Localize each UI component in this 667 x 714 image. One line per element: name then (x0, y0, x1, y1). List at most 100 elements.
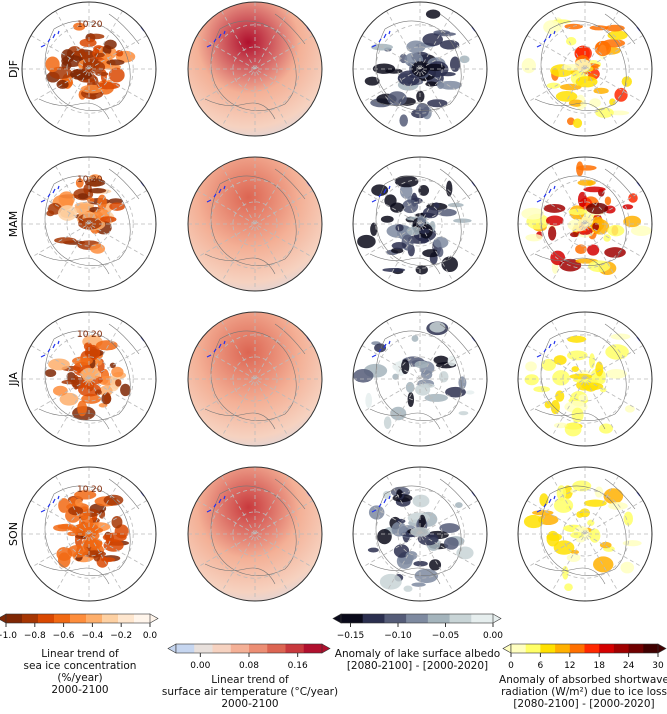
data-patch (553, 498, 574, 513)
map-panel-shortwave-DJF (517, 1, 653, 137)
data-patch (599, 423, 613, 434)
longitude-gridline (526, 35, 644, 103)
label-line: 2000-2100 (221, 698, 279, 710)
data-patch (403, 585, 413, 592)
data-patch (58, 498, 70, 513)
map-boundary (352, 311, 488, 447)
data-patch (465, 390, 475, 395)
lake-marker (206, 495, 226, 513)
data-patch (364, 76, 380, 86)
data-patch (405, 550, 418, 561)
colorbar-segment (362, 614, 385, 623)
data-patch (546, 82, 561, 89)
coastline (375, 330, 462, 421)
longitude-gridline (526, 345, 644, 413)
lake-marker (371, 30, 391, 48)
data-patch (544, 400, 552, 409)
data-patch (449, 56, 461, 72)
data-patch (575, 244, 587, 255)
map-boundary (187, 1, 323, 137)
coastline (38, 13, 140, 120)
coastline (540, 175, 627, 266)
data-patch (391, 521, 407, 537)
data-patch (604, 247, 626, 258)
data-patch (61, 379, 77, 385)
colorbar-segment (134, 614, 151, 623)
colorbars: −1.0 −0.8 −0.6 −0.4 −0.2 0.0 0.00 0.08 0.16 −0.15… (0, 613, 667, 671)
colorbar-segment (584, 644, 600, 653)
data-patch (577, 179, 596, 186)
data-patch (111, 366, 124, 378)
data-patch (96, 82, 121, 90)
map-panel-sea-ice-DJF: 10 20 (21, 1, 157, 137)
colorbar-segment (230, 644, 250, 653)
latitude-gridline (44, 334, 134, 424)
latitude-gridline (210, 489, 300, 579)
lake-marker (536, 340, 556, 358)
map-panel-albedo-SON (352, 466, 488, 602)
data-patch (407, 392, 415, 408)
data-patch (621, 76, 632, 87)
colorbar-tick-label: 6 (538, 661, 544, 671)
contour-label: 20 (91, 175, 103, 185)
label-line: Anomaly of absorbed shortwave (499, 674, 667, 686)
map-boundary (21, 156, 157, 292)
longitude-gridline (526, 190, 644, 258)
data-patch (458, 411, 469, 416)
longitude-gridline (361, 190, 479, 258)
colorbar-segment (6, 614, 23, 623)
colorbar-segment (194, 644, 213, 653)
latitude-gridline (397, 201, 443, 247)
lake-marker (206, 185, 226, 203)
data-patch (58, 191, 75, 207)
data-patch (438, 80, 462, 90)
map-boundary (352, 1, 488, 137)
data-patch (604, 196, 612, 206)
data-patch (59, 392, 79, 406)
data-patch (583, 499, 607, 507)
latitude-gridline (397, 356, 443, 402)
map-panel-sea-ice-JJA: 10 20 (21, 311, 157, 447)
season-label-SON: SON (7, 522, 20, 546)
data-patch (555, 390, 565, 402)
data-patch (102, 532, 127, 542)
colorbar-segment (303, 644, 323, 653)
data-patch (68, 506, 84, 516)
data-patch (456, 546, 474, 560)
colorbar-extend-high (657, 643, 667, 654)
colorbar-segment (540, 644, 556, 653)
longitude-gridline (30, 500, 148, 568)
data-patch (607, 224, 625, 237)
data-patch (374, 343, 387, 353)
data-patch (564, 422, 582, 437)
colorbar-segment (628, 644, 644, 653)
data-patch (594, 40, 612, 57)
contour-label: 10 (77, 175, 89, 185)
data-patch (393, 544, 410, 558)
longitude-gridline (30, 345, 148, 413)
coastline (204, 323, 306, 430)
latitude-gridline (540, 24, 630, 114)
latitude-gridline (375, 489, 465, 579)
data-patch (77, 400, 87, 417)
data-patch (436, 208, 457, 217)
map-boundary (21, 1, 157, 137)
data-patch (83, 342, 93, 351)
latitude-gridline (540, 334, 630, 424)
map-boundary (21, 311, 157, 447)
contour-label: 10 (77, 330, 89, 340)
coastline (210, 330, 297, 421)
lake-marker (536, 30, 556, 48)
latitude-gridline (562, 356, 608, 402)
data-patch (411, 582, 426, 587)
data-patch (56, 79, 69, 89)
colorbar-segment (118, 614, 135, 623)
data-patch (87, 33, 105, 40)
latitude-gridline (44, 489, 134, 579)
colorbar-extend-low (167, 643, 177, 654)
data-patch (109, 202, 125, 211)
longitude-gridline (30, 35, 148, 103)
coastline (540, 20, 627, 111)
data-patch (593, 87, 609, 94)
data-patch (567, 335, 587, 343)
